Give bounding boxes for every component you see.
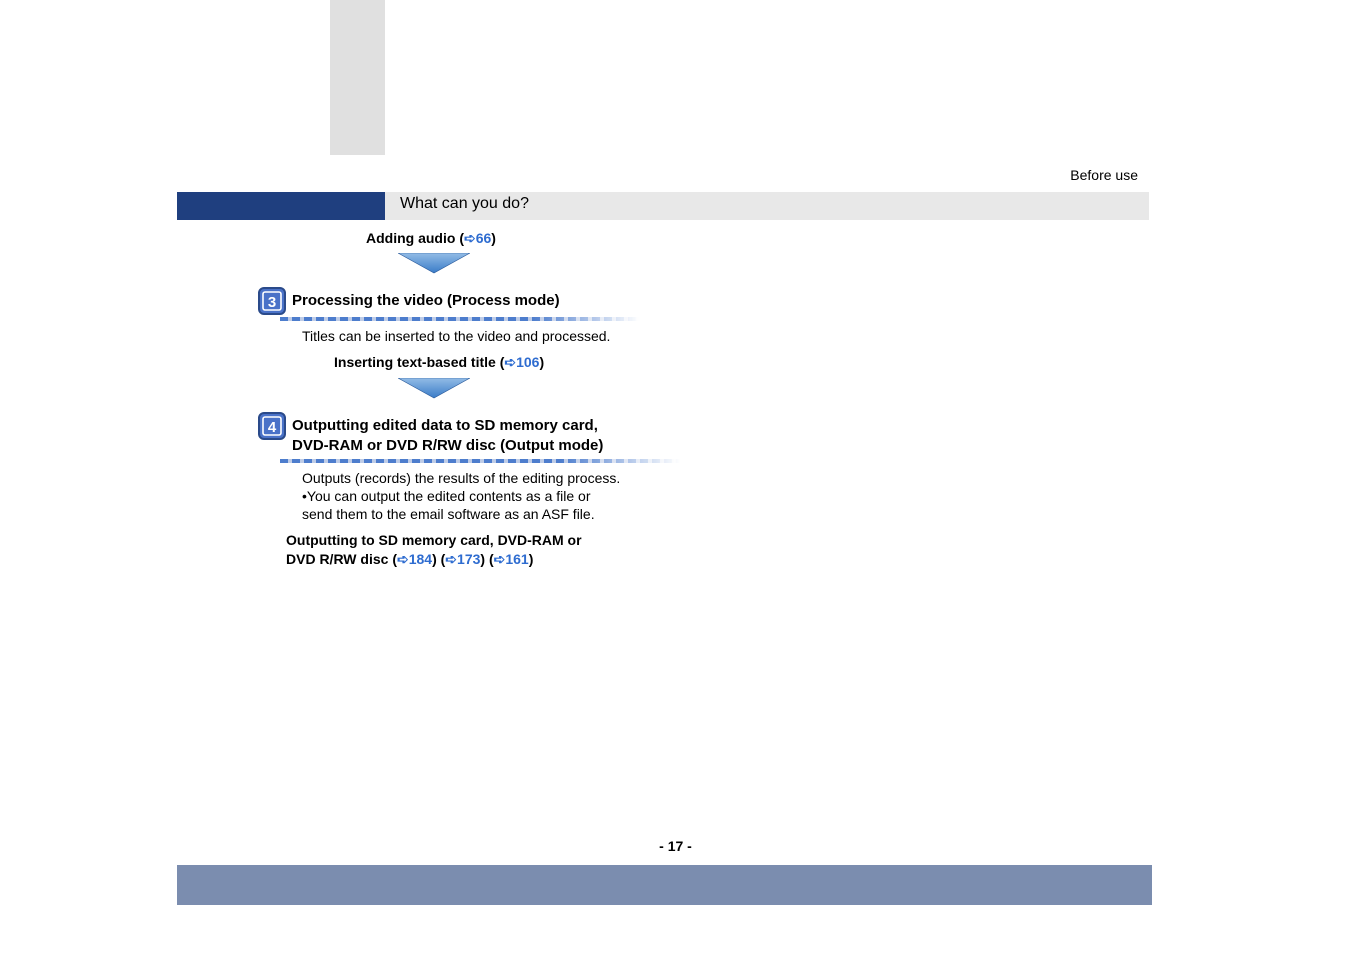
- step-4-badge: 4: [258, 412, 286, 440]
- step-3-sub-close: ): [539, 354, 544, 370]
- title-bar-accent: [177, 192, 385, 220]
- flow-arrow-icon: [398, 253, 858, 275]
- content-region: Adding audio (➪66) 3 Processing the vide…: [258, 230, 858, 573]
- svg-text:4: 4: [268, 419, 277, 436]
- svg-text:3: 3: [268, 294, 276, 311]
- step-3-sub-link[interactable]: 106: [516, 354, 539, 370]
- link-arrow-icon: ➪: [464, 230, 476, 246]
- breadcrumb: Before use: [1070, 167, 1138, 183]
- adding-audio-line: Adding audio (➪66): [366, 230, 858, 247]
- page-title: What can you do?: [400, 195, 529, 213]
- link-arrow-icon: ➪: [445, 551, 457, 567]
- page-number: - 17 -: [0, 838, 1351, 854]
- step-3-sub-label: Inserting text-based title (: [334, 354, 504, 370]
- step-3-body: Titles can be inserted to the video and …: [302, 327, 858, 345]
- step-3-header: 3 Processing the video (Process mode): [258, 287, 858, 315]
- adding-audio-link[interactable]: 66: [476, 230, 492, 246]
- step-3-title: Processing the video (Process mode): [292, 287, 560, 311]
- flow-arrow-icon: [398, 378, 858, 400]
- step-3-badge: 3: [258, 287, 286, 315]
- step-4-link-161[interactable]: 161: [505, 551, 528, 567]
- adding-audio-close: ): [491, 230, 496, 246]
- step-4-link-173[interactable]: 173: [457, 551, 480, 567]
- step-4-title: Outputting edited data to SD memory card…: [292, 412, 603, 457]
- step-3-separator: [280, 317, 640, 321]
- header-gray-block: [330, 0, 385, 155]
- step-3-sublink-line: Inserting text-based title (➪106): [334, 353, 858, 372]
- link-arrow-icon: ➪: [397, 551, 409, 567]
- step-4-header: 4 Outputting edited data to SD memory ca…: [258, 412, 858, 457]
- adding-audio-label: Adding audio (: [366, 230, 464, 246]
- link-arrow-icon: ➪: [494, 551, 506, 567]
- step-4-separator: [280, 459, 680, 463]
- step-4-link-184[interactable]: 184: [409, 551, 432, 567]
- footer-bar: [177, 865, 1152, 905]
- step-4-body: Outputs (records) the results of the edi…: [302, 469, 858, 524]
- link-arrow-icon: ➪: [504, 354, 516, 370]
- step-4-sublink-line: Outputting to SD memory card, DVD-RAM or…: [286, 531, 858, 569]
